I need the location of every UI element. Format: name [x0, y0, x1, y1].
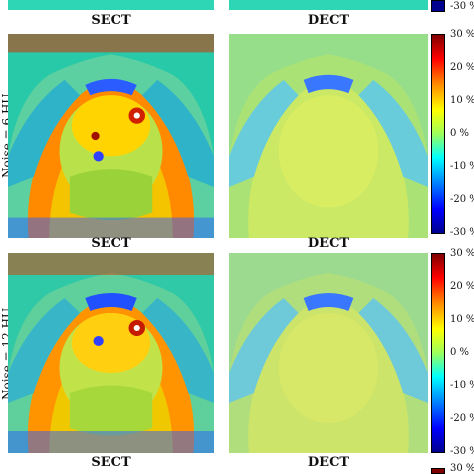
colorbar-row1-tick-30: 30 % — [450, 29, 474, 40]
top-dect-image-partial — [229, 0, 428, 10]
colorbar-row2-tick-m10: -10 % — [450, 380, 474, 391]
colorbar-row1-tick-20: 20 % — [450, 62, 474, 73]
colorbar-row2-tick-m30: -30 % — [450, 446, 474, 457]
sect-map-noise-12-svg — [8, 253, 214, 453]
dect-map-noise-12 — [229, 253, 428, 453]
colorbar-row1-tick-m30: -30 % — [450, 227, 474, 238]
colorbar-row2-tick-30: 30 % — [450, 248, 474, 259]
colorbar-row1 — [431, 34, 445, 234]
top-colorbar-partial — [431, 0, 445, 12]
column-label-sect-row1: SECT — [91, 236, 131, 251]
colorbar-row2 — [431, 253, 445, 453]
top-colorbar-tick: -30 % — [450, 1, 474, 12]
column-label-sect: SECT — [91, 13, 131, 28]
top-sect-image-partial — [8, 0, 214, 10]
colorbar-row1-tick-0: 0 % — [450, 128, 470, 139]
colorbar-row1-tick-10: 10 % — [450, 95, 474, 106]
colorbar-row1-tick-m10: -10 % — [450, 161, 474, 172]
sect-map-noise-6-svg — [8, 34, 214, 238]
column-label-dect-row1: DECT — [307, 236, 350, 251]
colorbar-row2-tick-10: 10 % — [450, 314, 474, 325]
dect-map-noise-12-svg — [229, 253, 428, 453]
sect-map-noise-12 — [8, 253, 214, 453]
column-label-dect-row2: DECT — [307, 455, 350, 470]
dect-map-noise-6-svg — [229, 34, 428, 238]
dect-map-noise-6 — [229, 34, 428, 238]
sect-map-noise-6 — [8, 34, 214, 238]
bottom-colorbar-tick: 30 % — [450, 463, 474, 474]
colorbar-row2-tick-0: 0 % — [450, 347, 470, 358]
colorbar-row1-tick-m20: -20 % — [450, 194, 474, 205]
column-label-sect-row2: SECT — [91, 455, 131, 470]
column-label-dect: DECT — [307, 13, 350, 28]
colorbar-row2-tick-20: 20 % — [450, 281, 474, 292]
bottom-colorbar-partial — [431, 468, 445, 474]
colorbar-row2-tick-m20: -20 % — [450, 413, 474, 424]
